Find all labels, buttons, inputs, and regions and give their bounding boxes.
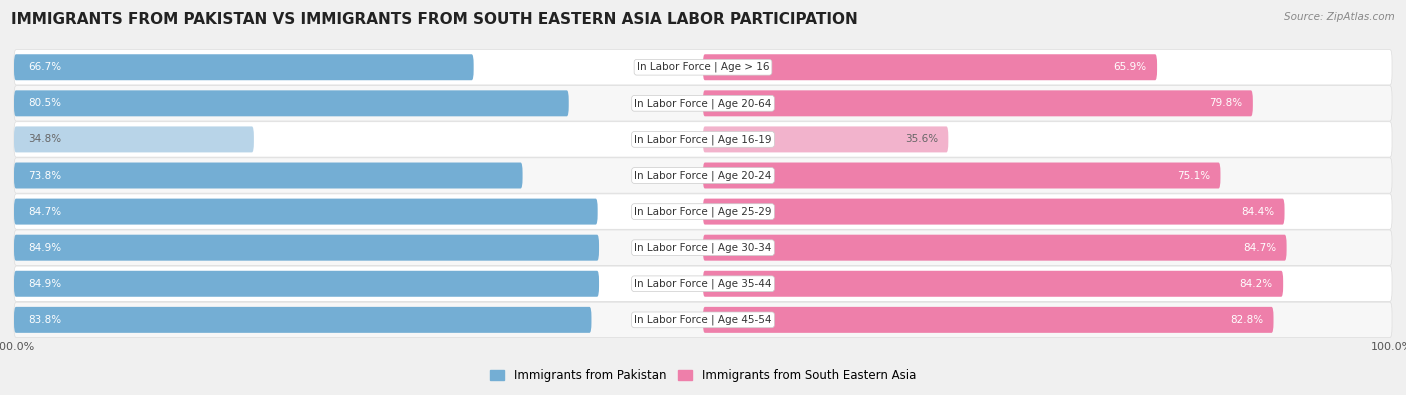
Text: 79.8%: 79.8% [1209, 98, 1243, 108]
FancyBboxPatch shape [14, 302, 1392, 338]
Text: 35.6%: 35.6% [905, 134, 938, 145]
Text: 73.8%: 73.8% [28, 171, 60, 181]
FancyBboxPatch shape [14, 122, 1392, 157]
FancyBboxPatch shape [14, 307, 592, 333]
FancyBboxPatch shape [14, 162, 523, 188]
Text: 84.7%: 84.7% [28, 207, 60, 216]
Text: In Labor Force | Age 45-54: In Labor Force | Age 45-54 [634, 314, 772, 325]
Legend: Immigrants from Pakistan, Immigrants from South Eastern Asia: Immigrants from Pakistan, Immigrants fro… [485, 364, 921, 386]
Text: 65.9%: 65.9% [1114, 62, 1147, 72]
FancyBboxPatch shape [14, 235, 599, 261]
Text: 34.8%: 34.8% [28, 134, 60, 145]
Text: In Labor Force | Age 25-29: In Labor Force | Age 25-29 [634, 206, 772, 217]
Text: 82.8%: 82.8% [1230, 315, 1263, 325]
FancyBboxPatch shape [703, 235, 1286, 261]
Text: In Labor Force | Age 35-44: In Labor Force | Age 35-44 [634, 278, 772, 289]
FancyBboxPatch shape [14, 49, 1392, 85]
FancyBboxPatch shape [14, 194, 1392, 229]
Text: In Labor Force | Age > 16: In Labor Force | Age > 16 [637, 62, 769, 73]
FancyBboxPatch shape [14, 230, 1392, 265]
Text: 83.8%: 83.8% [28, 315, 60, 325]
FancyBboxPatch shape [14, 90, 568, 116]
FancyBboxPatch shape [14, 126, 254, 152]
Text: In Labor Force | Age 20-64: In Labor Force | Age 20-64 [634, 98, 772, 109]
Text: IMMIGRANTS FROM PAKISTAN VS IMMIGRANTS FROM SOUTH EASTERN ASIA LABOR PARTICIPATI: IMMIGRANTS FROM PAKISTAN VS IMMIGRANTS F… [11, 12, 858, 27]
FancyBboxPatch shape [14, 54, 474, 80]
FancyBboxPatch shape [703, 126, 948, 152]
Text: 84.2%: 84.2% [1240, 279, 1272, 289]
FancyBboxPatch shape [703, 199, 1285, 225]
Text: 75.1%: 75.1% [1177, 171, 1211, 181]
Text: In Labor Force | Age 30-34: In Labor Force | Age 30-34 [634, 243, 772, 253]
FancyBboxPatch shape [14, 266, 1392, 301]
FancyBboxPatch shape [703, 307, 1274, 333]
FancyBboxPatch shape [703, 162, 1220, 188]
FancyBboxPatch shape [14, 199, 598, 225]
Text: 84.9%: 84.9% [28, 279, 60, 289]
FancyBboxPatch shape [703, 54, 1157, 80]
FancyBboxPatch shape [14, 86, 1392, 121]
Text: In Labor Force | Age 16-19: In Labor Force | Age 16-19 [634, 134, 772, 145]
FancyBboxPatch shape [703, 90, 1253, 116]
Text: 84.7%: 84.7% [1243, 243, 1277, 253]
FancyBboxPatch shape [703, 271, 1284, 297]
Text: 84.4%: 84.4% [1241, 207, 1274, 216]
FancyBboxPatch shape [14, 271, 599, 297]
Text: 66.7%: 66.7% [28, 62, 60, 72]
Text: 84.9%: 84.9% [28, 243, 60, 253]
Text: 80.5%: 80.5% [28, 98, 60, 108]
FancyBboxPatch shape [14, 158, 1392, 193]
Text: In Labor Force | Age 20-24: In Labor Force | Age 20-24 [634, 170, 772, 181]
Text: Source: ZipAtlas.com: Source: ZipAtlas.com [1284, 12, 1395, 22]
